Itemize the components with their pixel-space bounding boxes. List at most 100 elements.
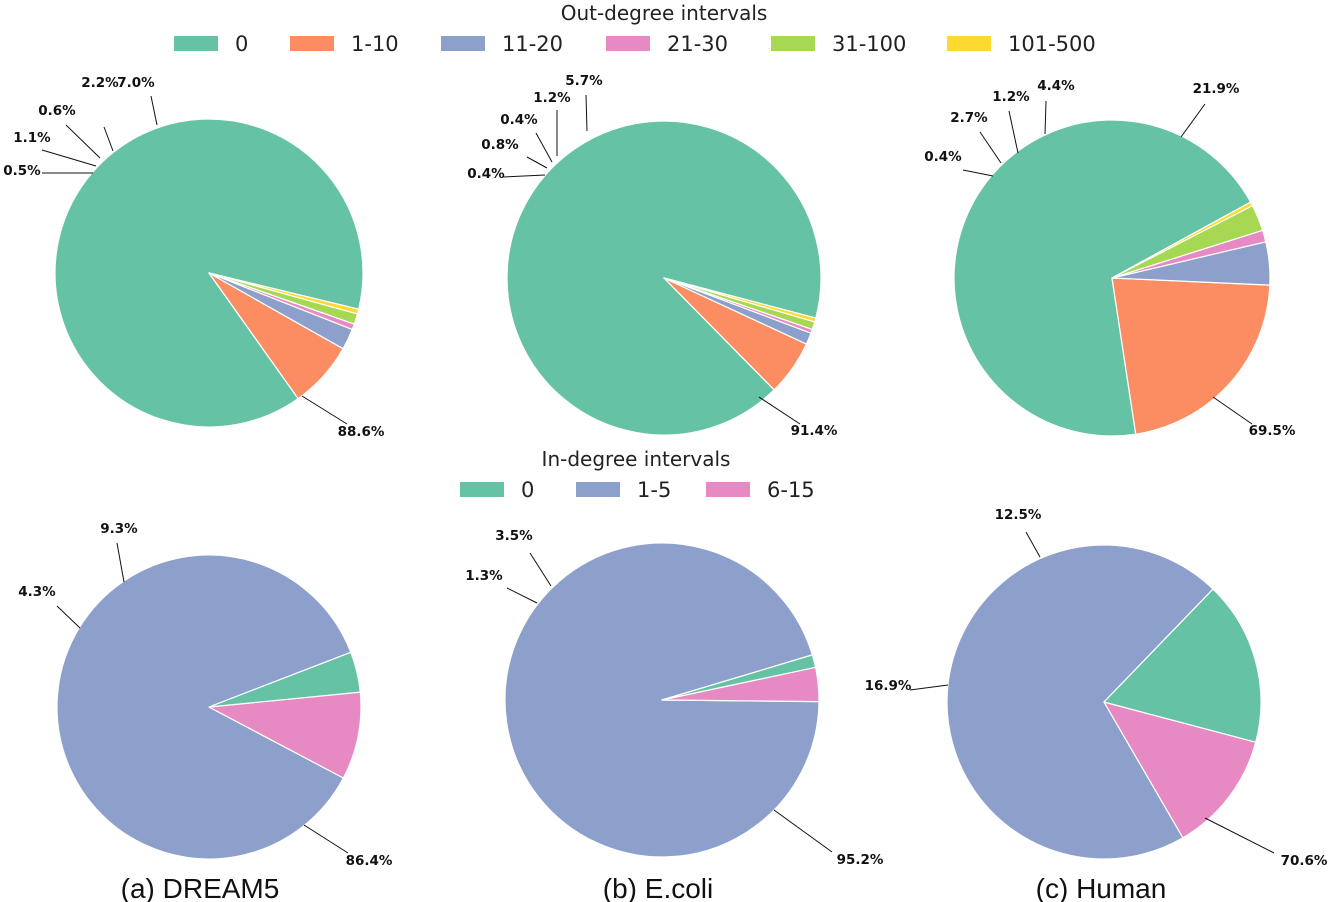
out-degree-legend-entry-1-10: 1-10 <box>290 32 399 56</box>
in-degree-legend-label-0: 0 <box>521 478 534 502</box>
b-e-coli-out-degree-pie-label-0: 91.4% <box>791 423 838 439</box>
out-degree-legend-swatch-101-500 <box>947 36 991 51</box>
out-degree-legend-title: Out-degree intervals <box>561 1 768 25</box>
c-human-out-degree-pie-label-21-30: 1.2% <box>992 89 1030 105</box>
b-e-coli-in-degree-pie-label-1-5: 95.2% <box>837 852 884 868</box>
out-degree-legend-label-31-100: 31-100 <box>832 32 906 56</box>
b-e-coli-out-degree-pie-label-11-20: 1.2% <box>533 90 571 106</box>
caption-dream5: (a) DREAM5 <box>121 873 280 902</box>
b-e-coli-out-degree-pie-label-101-500: 0.4% <box>467 166 505 182</box>
out-degree-legend-swatch-31-100 <box>771 36 815 51</box>
b-e-coli-in-degree-pie-slice-0 <box>661 654 817 701</box>
in-degree-legend-title: In-degree intervals <box>542 447 731 471</box>
a-dream5-in-degree-pie-slice-6-15 <box>208 691 362 779</box>
c-human-out-degree-pie-slice-0 <box>953 119 1252 437</box>
out-degree-legend-entry-101-500: 101-500 <box>947 32 1096 56</box>
a-dream5-out-degree-pie-leader-0 <box>301 395 348 425</box>
b-e-coli-out-degree-pie-leader-21-30 <box>535 132 553 163</box>
c-human-in-degree-pie-leader-6-15 <box>1025 531 1041 558</box>
b-e-coli-in-degree-pie-label-0: 1.3% <box>465 568 503 584</box>
c-human-in-degree-pie-slice-1-5 <box>946 544 1214 860</box>
b-e-coli-out-degree-pie-slice-101-500 <box>663 277 817 323</box>
c-human-in-degree-pie-leader-1-5 <box>1204 817 1275 854</box>
out-degree-legend-swatch-1-10 <box>290 36 334 51</box>
out-degree-legend-swatch-11-20 <box>441 36 485 51</box>
c-human-in-degree-pie-label-6-15: 12.5% <box>995 507 1042 523</box>
c-human-out-degree-pie-label-0: 69.5% <box>1249 423 1296 439</box>
out-degree-legend-entry-0: 0 <box>174 32 248 56</box>
in-degree-legend-entry-1-5: 1-5 <box>576 478 671 502</box>
a-dream5-in-degree-pie-slice-1-5 <box>56 554 352 860</box>
out-degree-legend-entry-11-20: 11-20 <box>441 32 563 56</box>
a-dream5-in-degree-pie-leader-1-5 <box>303 824 349 854</box>
in-degree-legend-swatch-1-5 <box>576 482 620 497</box>
c-human-out-degree-pie-label-31-100: 2.7% <box>950 110 988 126</box>
out-degree-legend-label-101-500: 101-500 <box>1008 32 1096 56</box>
in-degree-legend-entry-6-15: 6-15 <box>706 478 815 502</box>
c-human-out-degree-pie-leader-31-100 <box>979 131 1002 164</box>
a-dream5-in-degree-pie-leader-6-15 <box>116 542 125 583</box>
c-human-in-degree-pie-label-0: 16.9% <box>865 678 912 694</box>
out-degree-legend-label-1-10: 1-10 <box>351 32 399 56</box>
b-e-coli-out-degree-pie-label-21-30: 0.4% <box>500 112 538 128</box>
b-e-coli-out-degree-pie-leader-1-10 <box>585 94 588 132</box>
in-degree-legend-swatch-0 <box>460 482 504 497</box>
b-e-coli-out-degree-pie-leader-0 <box>758 396 801 425</box>
a-dream5-in-degree-pie-leader-0 <box>56 605 81 629</box>
in-degree-legend-swatch-6-15 <box>706 482 750 497</box>
b-e-coli-out-degree-pie-label-1-10: 5.7% <box>565 73 603 89</box>
c-human-out-degree-pie-leader-0 <box>1212 396 1253 425</box>
a-dream5-out-degree-pie-label-0: 88.6% <box>338 424 385 440</box>
c-human-out-degree-pie-label-1-10: 21.9% <box>1193 81 1240 97</box>
in-degree-legend-label-6-15: 6-15 <box>767 478 815 502</box>
c-human-out-degree-pie-label-101-500: 0.4% <box>924 149 962 165</box>
c-human-in-degree-pie: 70.6% 12.5% 16.9% <box>865 507 1328 869</box>
c-human-out-degree-pie-slice-101-500 <box>1111 201 1254 279</box>
a-dream5-in-degree-pie: 86.4% 9.3% 4.3% <box>18 521 393 869</box>
b-e-coli-out-degree-pie: 91.4% 5.7%1.2% 0.4% 0.8% 0.4% <box>467 73 838 439</box>
out-degree-legend-label-11-20: 11-20 <box>502 32 563 56</box>
c-human-in-degree-pie-slice-0 <box>1103 588 1262 743</box>
c-human-out-degree-pie-label-11-20: 4.4% <box>1037 78 1075 94</box>
in-degree-legend-entry-0: 0 <box>460 478 534 502</box>
c-human-out-degree-pie: 69.5% 21.9% 4.4% 1.2%2.7% 0.4% <box>924 78 1296 439</box>
a-dream5-out-degree-pie-label-21-30: 0.6% <box>38 103 76 119</box>
b-e-coli-out-degree-pie-leader-101-500 <box>502 174 546 178</box>
c-human-out-degree-pie-leader-11-20 <box>1044 100 1047 135</box>
a-dream5-out-degree-pie-leader-31-100 <box>41 149 97 167</box>
out-degree-legend-entry-21-30: 21-30 <box>606 32 728 56</box>
a-dream5-out-degree-pie-label-101-500: 0.5% <box>3 163 41 179</box>
a-dream5-in-degree-pie-label-6-15: 9.3% <box>100 521 138 537</box>
c-human-in-degree-pie-slice-6-15 <box>1103 701 1257 839</box>
a-dream5-in-degree-pie-label-0: 4.3% <box>18 584 56 600</box>
a-dream5-in-degree-pie-slice-0 <box>208 651 361 708</box>
in-degree-legend: In-degree intervals 0 1-5 6-15 <box>460 447 815 502</box>
c-human-in-degree-pie-label-1-5: 70.6% <box>1281 853 1328 869</box>
b-e-coli-in-degree-pie-leader-6-15 <box>529 552 552 587</box>
a-dream5-out-degree-pie-leader-11-20 <box>103 126 114 152</box>
b-e-coli-in-degree-pie-label-6-15: 3.5% <box>495 528 533 544</box>
caption-human: (c) Human <box>1036 873 1167 902</box>
a-dream5-out-degree-pie-slice-101-500 <box>208 272 360 315</box>
a-dream5-out-degree-pie: 88.6% 7.0%2.2% 0.6% 1.1% 0.5% <box>3 75 385 440</box>
a-dream5-in-degree-pie-label-1-5: 86.4% <box>346 853 393 869</box>
a-dream5-out-degree-pie-leader-1-10 <box>150 95 158 126</box>
b-e-coli-out-degree-pie-slice-0 <box>506 120 822 436</box>
b-e-coli-out-degree-pie-leader-31-100 <box>526 156 548 169</box>
c-human-out-degree-pie-leader-1-10 <box>1180 103 1206 138</box>
in-degree-legend-label-1-5: 1-5 <box>637 478 671 502</box>
out-degree-legend-label-21-30: 21-30 <box>667 32 728 56</box>
c-human-out-degree-pie-leader-101-500 <box>962 169 994 177</box>
a-dream5-out-degree-pie-label-1-10: 7.0% <box>117 75 155 91</box>
b-e-coli-out-degree-pie-label-31-100: 0.8% <box>481 137 519 153</box>
a-dream5-out-degree-pie-label-31-100: 1.1% <box>13 130 51 146</box>
b-e-coli-in-degree-pie: 95.2% 3.5% 1.3% <box>465 528 884 868</box>
out-degree-legend-entry-31-100: 31-100 <box>771 32 906 56</box>
a-dream5-out-degree-pie-label-11-20: 2.2% <box>81 75 119 91</box>
b-e-coli-in-degree-pie-leader-1-5 <box>773 809 833 853</box>
c-human-out-degree-pie-slice-1-10 <box>1111 277 1271 435</box>
out-degree-legend-label-0: 0 <box>235 32 248 56</box>
c-human-out-degree-pie-leader-21-30 <box>1008 110 1019 154</box>
out-degree-legend-swatch-21-30 <box>606 36 650 51</box>
